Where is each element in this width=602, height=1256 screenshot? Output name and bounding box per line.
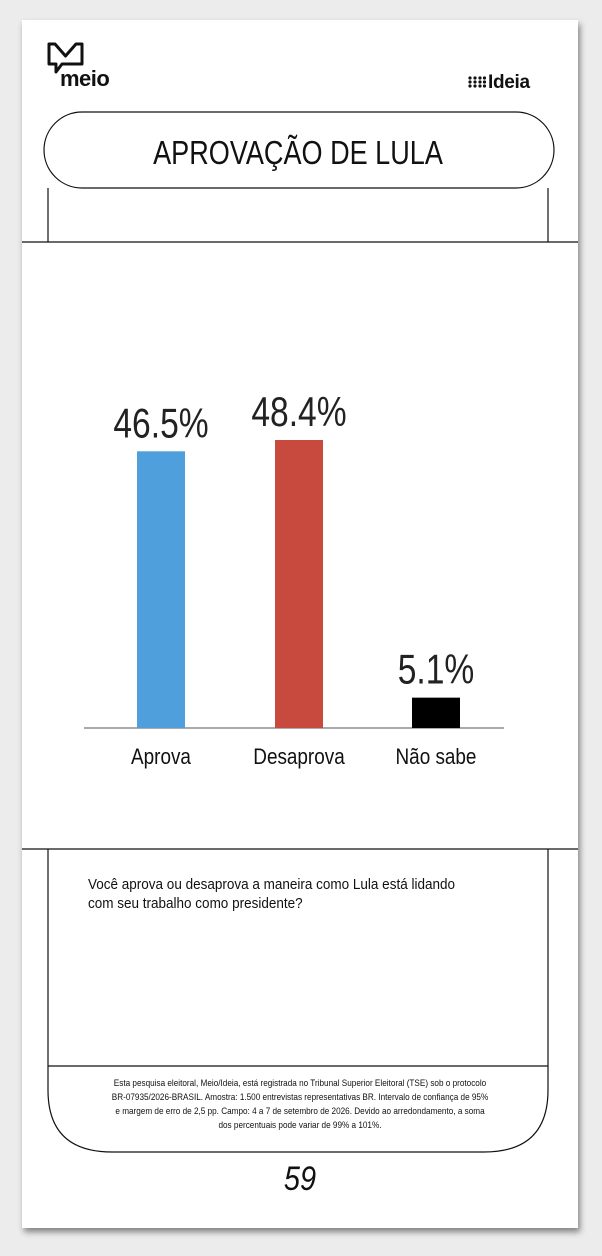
bar-0 [137,451,185,728]
bar-1 [275,440,323,728]
page-title: APROVAÇÃO DE LULA [153,134,443,171]
meio-wordmark: meio [60,66,110,91]
category-label-1: Desaprova [253,745,345,770]
page-frame [22,111,578,1153]
ideia-logo: Ideia [468,72,552,93]
ideia-dots-icon [468,76,486,88]
meio-m-icon [47,42,84,74]
methodology-footnote: Esta pesquisa eleitoral, Meio/Ideia, est… [111,1078,489,1131]
title-pill-outline [43,111,555,189]
category-label-2: Não sabe [396,745,477,770]
approval-bar-chart: 46.5% Aprova 48.4% Desaprova 5.1% Não sabe [84,390,504,770]
ideia-wordmark: Ideia [488,72,530,93]
survey-question: Você aprova ou desaprova a maneira como … [88,876,456,912]
page-number: 59 [283,1160,317,1198]
value-label-0: 46.5% [113,401,208,447]
value-label-1: 48.4% [251,390,346,436]
meio-logo: meio [46,42,126,94]
category-label-0: Aprova [131,745,191,770]
footnote-rounded-outline [47,1066,549,1153]
report-page: meio Ideia APROVAÇÃO DE LULA 46.5% Aprova… [22,20,578,1228]
bar-2 [412,697,460,728]
value-label-2: 5.1% [398,647,475,693]
